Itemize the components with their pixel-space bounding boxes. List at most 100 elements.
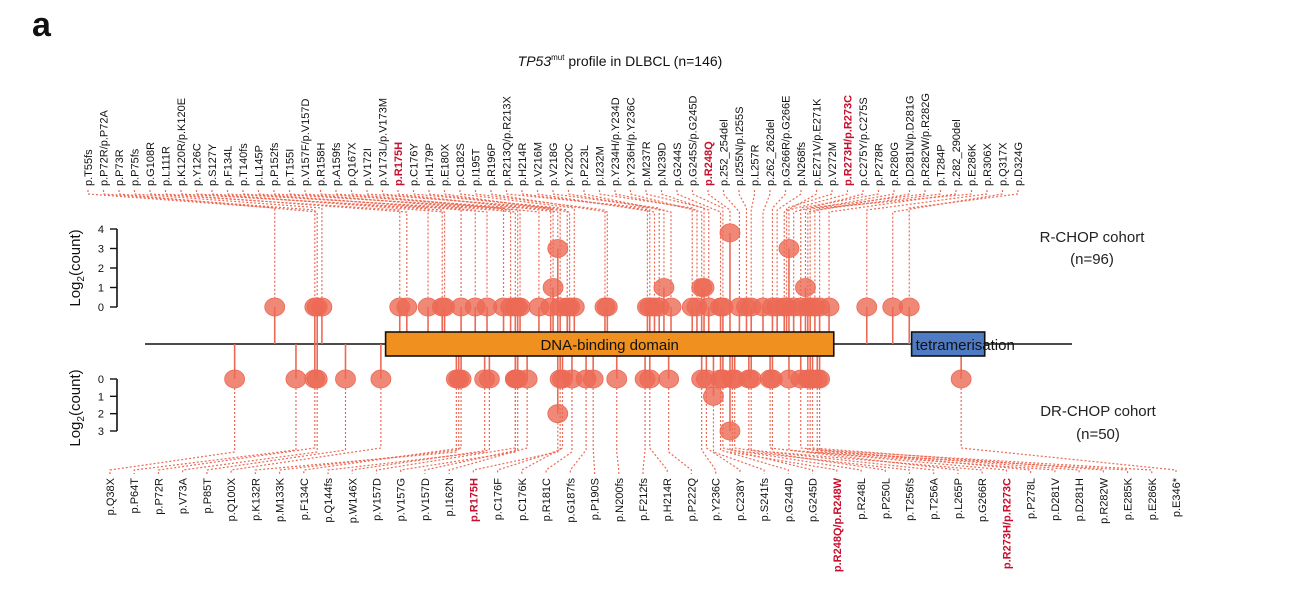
top-mutation-label: p.D324G [1013, 142, 1025, 186]
top-connector [118, 190, 318, 298]
top-connector [707, 190, 731, 224]
bottom-connector [592, 388, 596, 474]
top-mutation-label: p.G108R [145, 142, 157, 186]
y-tick-label: 3 [98, 426, 104, 438]
chart-title-gene: TP53 [518, 53, 552, 69]
bottom-connector [642, 388, 646, 474]
bottom-connector [712, 405, 765, 474]
top-connector [819, 190, 973, 298]
top-mutation-label: p.G266R/p.G266E [781, 95, 793, 186]
bottom-mutation-label: p.V157D [372, 478, 384, 521]
top-mutation-label: p.I195T [471, 148, 483, 186]
bottom-y-ticks: 0 1 2 3 [98, 374, 117, 438]
bottom-connector [771, 388, 983, 474]
bottom-mutation-label: p.P250L [880, 478, 892, 519]
bottom-connector [497, 388, 561, 474]
bottom-connector [729, 440, 838, 474]
top-lollipop-head [693, 278, 715, 297]
bottom-mutation-label: p.P72R [153, 478, 165, 515]
top-connector [722, 190, 741, 298]
top-mutation-label: p.262_262del [765, 119, 777, 186]
top-mutation-label: p.I232M [595, 146, 607, 186]
bottom-mutation-label: p.S241fs [759, 478, 771, 522]
top-connector [335, 190, 521, 298]
top-lollipop-head [542, 278, 564, 297]
top-connector [164, 190, 408, 298]
top-mutation-label: p.Q167X [347, 142, 359, 186]
bottom-lollipop-head [370, 369, 392, 389]
bottom-connector [545, 388, 573, 474]
top-lollipop-head [563, 297, 585, 317]
top-connector [381, 190, 554, 279]
bottom-lollipop-head [658, 369, 680, 389]
top-mutation-label: p.E286K [967, 143, 979, 186]
top-lollipop-heads [264, 223, 920, 317]
bottom-mutation-label: p.F134C [299, 478, 311, 520]
bottom-mutation-label: p.T256fs [905, 478, 917, 521]
bottom-connector [182, 388, 318, 474]
y-tick-label: 1 [98, 391, 104, 403]
bottom-lollipop-head [224, 369, 246, 389]
top-connector [536, 190, 656, 298]
bottom-connector [448, 388, 528, 474]
chart-title-sup: mut [551, 53, 565, 62]
top-mutation-label: p.V216M [533, 142, 545, 186]
top-connector [691, 190, 724, 298]
bottom-lollipop-head [285, 369, 307, 389]
top-mutation-label: p.G245S/p.G245D [688, 95, 700, 186]
bottom-connector-lines [109, 388, 1177, 474]
top-lollipop-head [809, 297, 831, 317]
bottom-lollipop-head [606, 369, 628, 389]
top-mutation-label: p.V173L/p.V173M [378, 98, 390, 186]
bottom-mutation-label: p.E286K [1147, 477, 1159, 520]
bottom-mutation-label: p.Q38X [105, 477, 117, 515]
bottom-mutation-label: p.G245D [808, 478, 820, 522]
y-tick-label: 3 [98, 244, 104, 256]
top-connector [771, 190, 787, 298]
top-mutation-label: p.R306X [982, 143, 994, 186]
top-lollipop-head [660, 297, 682, 317]
bottom-connector [769, 388, 959, 474]
top-connector [629, 190, 703, 279]
top-cohort-label: R-CHOP cohort [1040, 229, 1146, 246]
top-mutation-label: p.T140fs [238, 143, 250, 186]
top-mutation-label: p.Y126C [192, 143, 204, 186]
bottom-mutation-label: p.E285K [1123, 477, 1135, 520]
top-connector [828, 190, 957, 298]
top-connector [102, 190, 316, 298]
chart-title-rest: profile in DLBCL (n=146) [564, 53, 722, 69]
y-tick-label: 0 [98, 302, 104, 314]
y-tick-label: 1 [98, 283, 104, 295]
bottom-lollipop-head [639, 369, 661, 389]
top-connector [257, 190, 488, 298]
top-mutation-label: p.S127Y [207, 143, 219, 186]
top-connector [676, 190, 722, 298]
bottom-connector [960, 388, 1177, 474]
top-lollipop-head [719, 223, 741, 243]
bottom-connector [748, 388, 911, 474]
top-mutation-label: p.E180X [440, 143, 452, 186]
bottom-cohort-n: (n=50) [1076, 426, 1120, 443]
bottom-connector [230, 388, 382, 474]
top-lollipop-head [856, 297, 878, 317]
bottom-lollipop-head [582, 369, 604, 389]
bottom-connector [705, 388, 741, 474]
top-connector [428, 190, 568, 298]
top-mutation-label: p.T155I [285, 149, 297, 186]
top-lollipop-head [547, 239, 569, 258]
top-mutation-label: p.L145P [254, 145, 266, 186]
top-connector [598, 190, 693, 298]
bottom-mutation-label: p.N200fs [614, 478, 626, 523]
top-connector [793, 190, 864, 298]
top-mutation-label: p.A159fs [331, 142, 343, 186]
bottom-connector [375, 388, 516, 474]
bottom-connector [206, 388, 347, 474]
top-connector [319, 190, 519, 298]
top-mutation-label: p.E271V/p.E271K [812, 98, 824, 186]
bottom-mutation-label: p.G266R [977, 478, 989, 522]
bottom-lollipop-head [740, 369, 762, 389]
top-mutation-label: p.H179P [424, 143, 436, 186]
top-connector [350, 190, 540, 298]
top-cohort-n: (n=96) [1070, 251, 1114, 268]
bottom-y-axis: 0 1 2 3 Log2(count) [67, 369, 118, 447]
